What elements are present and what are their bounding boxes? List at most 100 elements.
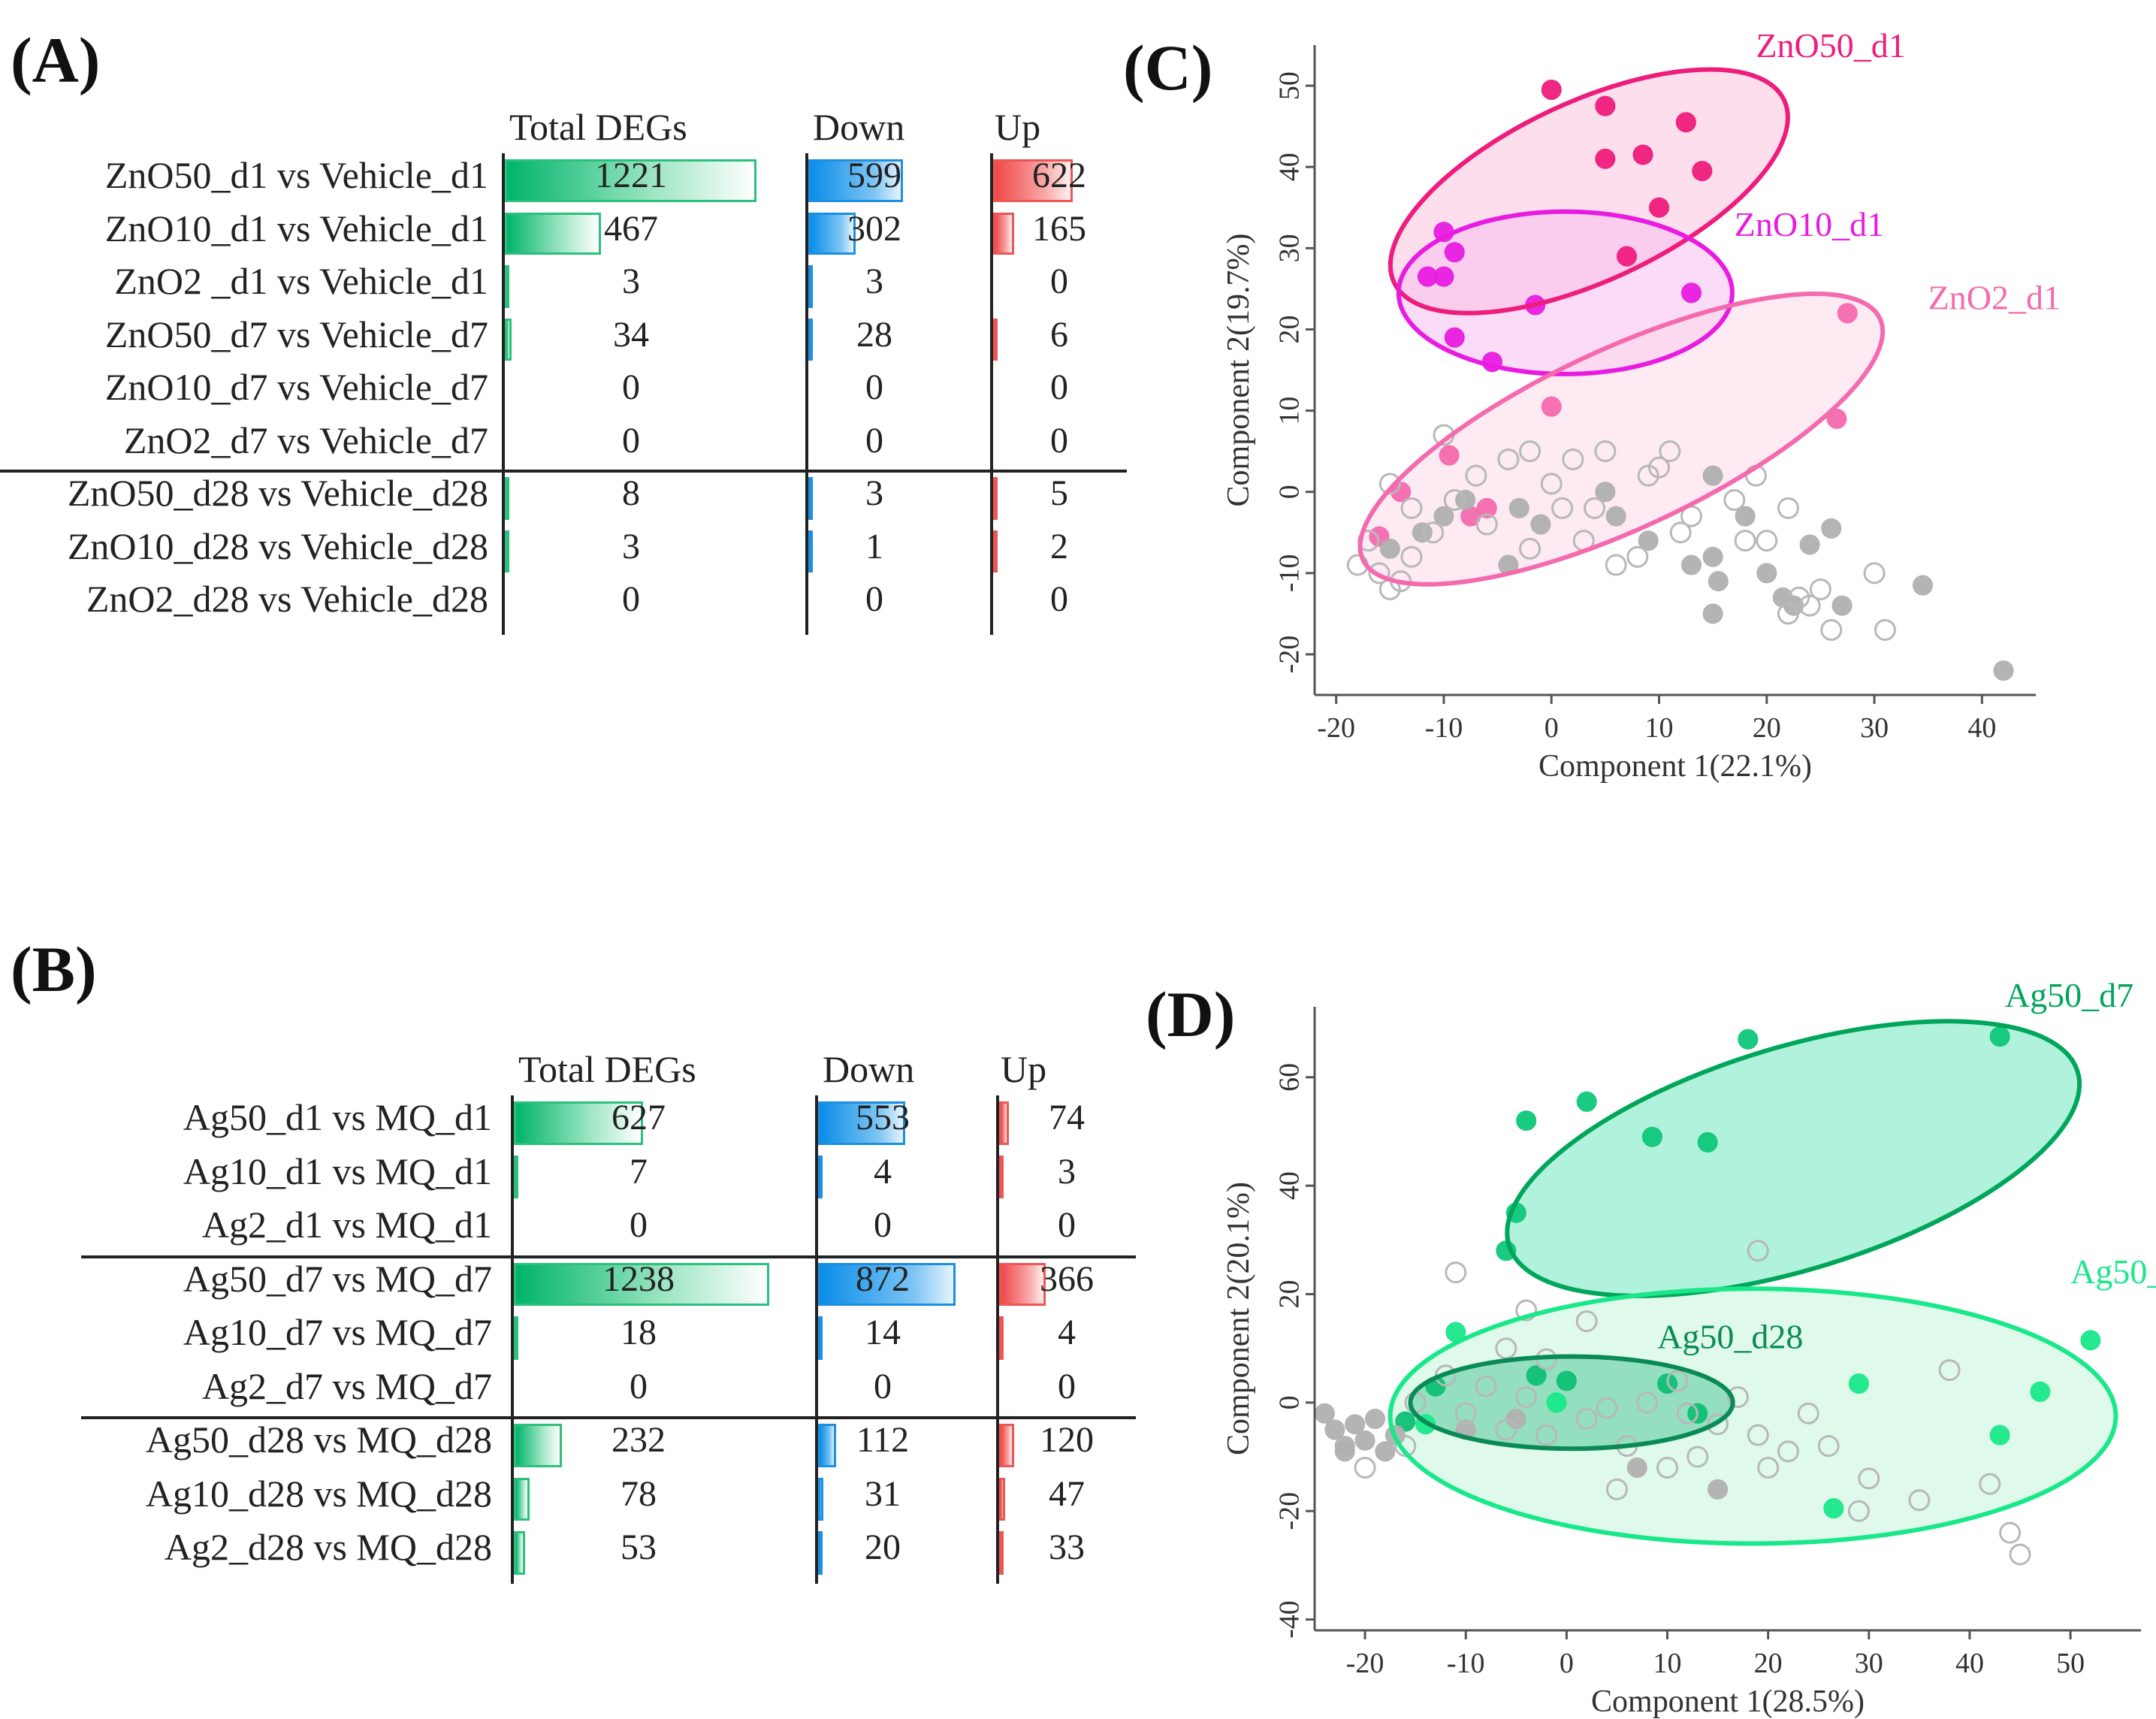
down-value: 112 xyxy=(856,1420,910,1460)
down-value: 3 xyxy=(865,261,883,301)
point-other-filled xyxy=(1735,506,1756,527)
point-other-hollow xyxy=(1908,1489,1931,1512)
up-value: 165 xyxy=(1032,208,1086,249)
point-other-hollow xyxy=(1874,619,1896,641)
point-other-hollow xyxy=(1777,1440,1799,1463)
total-value: 232 xyxy=(611,1420,666,1460)
up-bar xyxy=(999,1531,1004,1575)
up-value: 4 xyxy=(1058,1313,1076,1352)
column-divider xyxy=(815,1095,818,1584)
point-other-filled xyxy=(1638,530,1659,551)
y-tick-label: -10 xyxy=(1274,554,1306,592)
point-other-hollow xyxy=(1757,1456,1780,1479)
total-bar xyxy=(514,1531,525,1575)
point-Ag50_d7 xyxy=(1738,1029,1759,1050)
row-label: ZnO10_d1 vs Vehicle_d1 xyxy=(104,207,488,249)
x-tick-label: 0 xyxy=(1545,712,1559,744)
column-divider xyxy=(502,153,505,635)
down-bar xyxy=(808,265,813,308)
total-value: 0 xyxy=(622,367,640,407)
y-tick-label: 0 xyxy=(1274,1395,1306,1409)
y-tick-label: 10 xyxy=(1274,397,1306,425)
column-header-1: Down xyxy=(823,1048,915,1090)
column-header-0: Total DEGs xyxy=(518,1048,696,1090)
row-label: ZnO10_d28 vs Vehicle_d28 xyxy=(67,524,488,567)
point-ZnO50_d1 xyxy=(1649,197,1670,218)
x-tick-label: 30 xyxy=(1855,1648,1883,1679)
point-other-filled xyxy=(1913,575,1934,596)
point-ZnO10_d1 xyxy=(1680,282,1702,304)
x-tick-label: -10 xyxy=(1425,712,1463,744)
point-other-hollow xyxy=(1400,497,1423,519)
row-label: Ag10_d1 vs MQ_d1 xyxy=(183,1150,492,1192)
deg-table-b: Total DEGs Down Up Ag50_d1 vs MQ_d1 627 553 74… xyxy=(0,1047,1157,1614)
point-other-hollow xyxy=(1368,562,1391,585)
total-bar xyxy=(505,265,509,308)
point-other-hollow xyxy=(1575,1310,1598,1333)
point-other-hollow xyxy=(1809,578,1831,600)
column-header-2: Up xyxy=(1001,1048,1047,1090)
down-bar xyxy=(808,212,856,255)
point-other-filled xyxy=(1379,538,1400,559)
point-other-hollow xyxy=(1847,1500,1870,1522)
ellipse-label-Ag50_d7: Ag50_d7 xyxy=(2005,976,2133,1014)
down-bar xyxy=(808,530,813,572)
row-label: ZnO10_d7 vs Vehicle_d7 xyxy=(104,366,488,408)
point-other-filled xyxy=(1708,571,1729,592)
x-tick-label: 0 xyxy=(1560,1648,1574,1679)
point-other-hollow xyxy=(1354,1456,1376,1479)
down-value: 599 xyxy=(847,156,901,195)
point-other-hollow xyxy=(1535,1424,1558,1446)
point-Ag50_d7 xyxy=(1641,1126,1662,1147)
down-value: 28 xyxy=(856,314,892,355)
point-other-hollow xyxy=(1756,530,1778,552)
pca-scatter-c: ZnO50_d1 ZnO10_d1 ZnO2_d1 -20 -10 0 10 20 30 40 -2… xyxy=(1221,26,2061,784)
total-bar xyxy=(514,1424,562,1467)
point-Ag50_d7 xyxy=(1576,1091,1597,1112)
ellipse-fill-Ag50_d1 xyxy=(1390,1288,2116,1544)
total-value: 0 xyxy=(622,579,640,619)
point-ZnO10_d1 xyxy=(1444,242,1465,263)
total-bar xyxy=(514,1262,769,1306)
point-other-hollow xyxy=(1747,1240,1769,1262)
point-other-hollow xyxy=(2009,1543,2031,1566)
point-other-filled xyxy=(1756,563,1777,584)
up-bar xyxy=(993,212,1014,255)
up-value: 47 xyxy=(1049,1473,1085,1514)
point-other-filled xyxy=(1702,603,1723,624)
column-divider xyxy=(990,153,993,635)
point-Ag50_d1 xyxy=(2030,1381,2051,1402)
point-other-hollow xyxy=(1422,521,1445,544)
point-ZnO50_d1 xyxy=(1595,148,1616,169)
y-axis-label: Component 2(19.7%) xyxy=(1221,234,1256,507)
x-axis-label: Component 1(22.1%) xyxy=(1538,749,1812,784)
point-other-hollow xyxy=(1551,497,1574,519)
up-value: 0 xyxy=(1050,579,1068,619)
up-value: 0 xyxy=(1050,420,1068,461)
point-other-hollow xyxy=(1562,448,1584,470)
point-other-hollow xyxy=(1797,1402,1819,1424)
x-tick-label: -20 xyxy=(1346,1648,1384,1679)
point-other-hollow xyxy=(1676,1402,1699,1424)
down-bar xyxy=(818,1424,836,1467)
point-other-hollow xyxy=(1378,473,1401,495)
down-bar xyxy=(818,1531,823,1575)
point-other-hollow xyxy=(1820,619,1843,641)
point-Ag50_d1 xyxy=(1989,1424,2010,1446)
point-other-filled xyxy=(1345,1414,1366,1435)
up-bar xyxy=(993,318,998,361)
down-value: 31 xyxy=(865,1473,901,1514)
total-bar xyxy=(514,1101,644,1145)
point-Ag50_d7 xyxy=(1516,1110,1537,1131)
point-other-hollow xyxy=(1734,530,1756,552)
x-tick-label: 20 xyxy=(1754,1648,1783,1679)
point-ZnO2_d1 xyxy=(1826,408,1847,429)
point-other-filled xyxy=(1605,506,1626,527)
total-bar xyxy=(505,159,757,202)
down-value: 3 xyxy=(865,473,883,513)
point-ZnO2_d1 xyxy=(1541,396,1562,417)
total-bar xyxy=(505,477,509,520)
point-other-hollow xyxy=(1747,1424,1769,1446)
point-other-hollow xyxy=(1443,489,1466,511)
ellipse-outline-Ag50_d28 xyxy=(1408,1354,1735,1452)
